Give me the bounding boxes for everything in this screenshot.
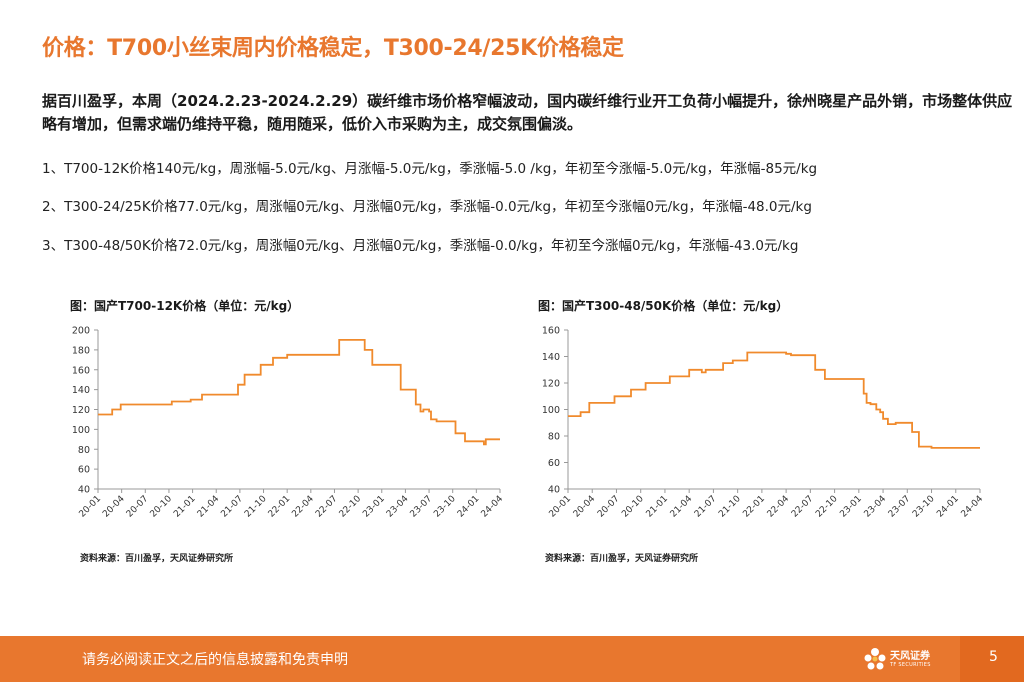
chart-2-source: 资料来源：百川盈孚，天风证券研究所 bbox=[545, 554, 699, 564]
x-tick-label: 21-07 bbox=[693, 494, 719, 520]
x-tick-label: 22-10 bbox=[814, 494, 840, 520]
x-tick-label: 24-01 bbox=[935, 494, 961, 520]
x-tick-label: 22-04 bbox=[766, 494, 792, 520]
x-tick-label: 23-07 bbox=[887, 494, 913, 520]
y-tick-label: 120 bbox=[72, 405, 90, 416]
y-tick-label: 160 bbox=[542, 326, 560, 337]
page-number: 5 bbox=[989, 649, 998, 665]
y-tick-label: 100 bbox=[542, 405, 560, 416]
x-tick-label: 21-01 bbox=[644, 494, 670, 520]
y-tick-label: 40 bbox=[78, 485, 90, 496]
y-tick-label: 140 bbox=[72, 385, 90, 396]
logo-name: 天风证券 bbox=[890, 651, 930, 662]
y-tick-label: 80 bbox=[78, 445, 90, 456]
footer-bar: 请务必阅读正文之后的信息披露和免责申明 天风证券 TF SECURITIES 5 bbox=[0, 636, 1024, 682]
chart-2-t300-price: 40608010012014016020-0120-0420-0720-1021… bbox=[542, 326, 986, 520]
y-tick-label: 80 bbox=[548, 432, 560, 443]
y-tick-label: 40 bbox=[548, 485, 560, 496]
x-tick-label: 20-07 bbox=[125, 494, 151, 520]
x-tick-label: 22-01 bbox=[741, 494, 767, 520]
price-point-3: 3、T300-48/50K价格72.0元/kg，周涨幅0元/kg、月涨幅0元/k… bbox=[42, 238, 799, 254]
x-tick-label: 22-07 bbox=[790, 494, 816, 520]
x-tick-label: 20-07 bbox=[596, 494, 622, 520]
y-tick-label: 100 bbox=[72, 425, 90, 436]
x-tick-label: 23-01 bbox=[361, 494, 387, 520]
x-tick-label: 23-10 bbox=[911, 494, 937, 520]
y-tick-label: 160 bbox=[72, 365, 90, 376]
x-tick-label: 22-01 bbox=[267, 494, 293, 520]
x-tick-label: 20-04 bbox=[101, 494, 127, 520]
x-tick-label: 21-10 bbox=[243, 494, 269, 520]
x-tick-label: 23-04 bbox=[385, 494, 411, 520]
x-tick-label: 23-07 bbox=[409, 494, 435, 520]
x-tick-label: 20-10 bbox=[620, 494, 646, 520]
x-tick-label: 22-07 bbox=[314, 494, 340, 520]
x-tick-label: 23-04 bbox=[863, 494, 889, 520]
company-logo: 天风证券 TF SECURITIES bbox=[862, 644, 952, 676]
chart-2-title: 图：国产T300-48/50K价格（单位：元/kg） bbox=[538, 299, 789, 313]
chart-1-source: 资料来源：百川盈孚，天风证券研究所 bbox=[80, 554, 234, 564]
chart-1-title: 图：国产T700-12K价格（单位：元/kg） bbox=[70, 299, 300, 313]
x-tick-label: 20-01 bbox=[78, 494, 104, 520]
x-tick-label: 20-10 bbox=[148, 494, 174, 520]
disclaimer-text: 请务必阅读正文之后的信息披露和免责申明 bbox=[82, 652, 348, 668]
price-point-1: 1、T700-12K价格140元/kg，周涨幅-5.0元/kg、月涨幅-5.0元… bbox=[42, 161, 818, 177]
x-tick-label: 22-10 bbox=[338, 494, 364, 520]
summary-paragraph: 据百川盈孚，本周（2024.2.23-2024.2.29）碳纤维市场价格窄幅波动… bbox=[42, 92, 1013, 133]
x-tick-label: 24-01 bbox=[456, 494, 482, 520]
x-tick-label: 21-04 bbox=[669, 494, 695, 520]
y-tick-label: 60 bbox=[548, 458, 560, 469]
x-tick-label: 20-01 bbox=[548, 494, 574, 520]
page-number-box: 5 bbox=[960, 636, 1024, 682]
x-tick-label: 23-01 bbox=[838, 494, 864, 520]
price-point-2: 2、T300-24/25K价格77.0元/kg，周涨幅0元/kg、月涨幅0元/k… bbox=[42, 199, 812, 215]
slide-title: 价格：T700小丝束周内价格稳定，T300-24/25K价格稳定 bbox=[42, 36, 624, 61]
chart-1-t700-price: 40608010012014016018020020-0120-0420-072… bbox=[72, 326, 506, 520]
x-tick-label: 24-04 bbox=[480, 494, 506, 520]
series-line-t700-12k bbox=[98, 339, 500, 446]
y-tick-label: 120 bbox=[542, 379, 560, 390]
series-line-t300-48-50k bbox=[568, 351, 980, 449]
y-tick-label: 180 bbox=[72, 345, 90, 356]
flower-logo-icon bbox=[864, 648, 886, 670]
x-tick-label: 24-04 bbox=[960, 494, 986, 520]
y-tick-label: 200 bbox=[72, 326, 90, 337]
logo-subtitle: TF SECURITIES bbox=[890, 662, 931, 668]
x-tick-label: 21-10 bbox=[717, 494, 743, 520]
x-tick-label: 23-10 bbox=[432, 494, 458, 520]
x-tick-label: 20-04 bbox=[572, 494, 598, 520]
x-tick-label: 21-04 bbox=[196, 494, 222, 520]
y-tick-label: 140 bbox=[542, 352, 560, 363]
y-tick-label: 60 bbox=[78, 465, 90, 476]
x-tick-label: 21-01 bbox=[172, 494, 198, 520]
x-tick-label: 22-04 bbox=[290, 494, 316, 520]
x-tick-label: 21-07 bbox=[219, 494, 245, 520]
